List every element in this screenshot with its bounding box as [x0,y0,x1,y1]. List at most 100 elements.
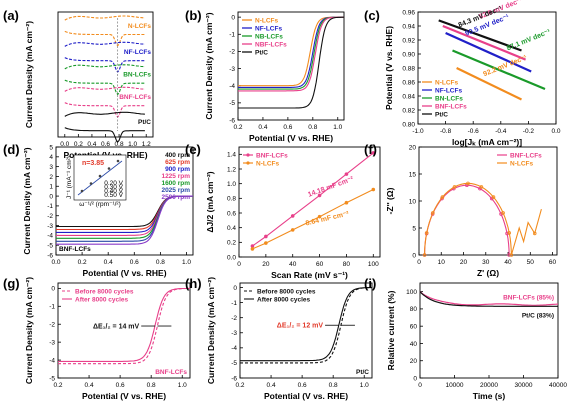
x-tick-label: 20 [262,261,270,268]
inset-point [107,167,111,170]
plot-frame [57,282,191,379]
x-tick-label: 0.0 [60,141,69,148]
x-tick-label: 1.0 [360,382,369,389]
y-tick-label: 100 [406,289,417,296]
y-tick-label: 0 [412,252,416,259]
series-label-bnf-lcfs: BNF-LCFs [119,94,151,101]
tafel-line [445,31,532,73]
cv-nf-lcfs-line [64,57,145,73]
before-cycles-line [58,287,190,365]
y-tick-label: 0.8 [227,196,236,203]
data-point [532,231,537,236]
y-tick-label: 0.0 [227,254,236,261]
x-tick-label: 0.8 [147,382,156,389]
y-tick-label: 20 [409,144,417,151]
y-axis-label: Current Density (mA cm⁻²) [24,277,34,384]
x-tick-label: 0.2 [74,141,83,148]
y-tick-label: -1 [47,203,53,210]
legend-label: Before 8000 cycles [257,288,316,295]
x-tick-label: 0 [418,382,422,389]
before-cycles-line [240,287,372,364]
y-tick-label: 0 [49,193,53,200]
x-axis-label: Potential (V vs. RHE) [264,391,348,401]
lsv-line-pt/c [238,16,344,109]
data-point [371,187,376,192]
cv-pt/c-line [64,111,145,117]
inset-legend-label: 0.20 V [104,180,123,187]
legend-label: BNF-LCFs [510,152,542,159]
y-tick-label: 10 [409,198,417,205]
y-tick-label: 0.92 [402,37,415,44]
y-tick-label: -2 [49,322,55,329]
data-point [317,214,322,219]
y-tick-label: -4 [229,83,235,90]
panel-a: (a)Potential (V vs. RHE)Current Density … [3,8,154,160]
y-tick-label: -2 [47,213,53,220]
x-tick-label: 30 [482,259,490,266]
x-tick-label: 0.0 [51,259,60,266]
x-tick-label: 60 [316,261,324,268]
x-tick-label: 0.2 [78,259,87,266]
rde-line [56,195,193,245]
data-point [290,228,295,232]
inset-legend-label: 0.30 V [104,184,123,191]
y-tick-label: 4 [49,154,53,161]
cv-bnf-lcfs-line [64,102,145,118]
data-point [479,185,484,189]
x-tick-label: 0.4 [258,124,267,131]
inset-point [80,189,84,193]
x-tick-label: 0.2 [233,124,242,131]
y-axis-label: -Z'' (Ω) [385,187,395,214]
y-axis-label: Current Density (mA cm⁻²) [206,277,216,384]
data-point [424,231,429,235]
y-tick-label: 1.4 [227,152,236,159]
x-tick-label: 40000 [549,382,567,389]
series-label-pt/c: Pt/C [138,119,151,126]
x-tick-label: 0.6 [283,124,292,131]
legend-label: BNF-LCFs [256,152,288,159]
panel-label: (a) [3,8,19,23]
x-tick-label: 0.6 [130,259,139,266]
data-point [371,151,376,155]
y-axis-label: Current Density (mA cm⁻²) [204,12,214,119]
panel-label: (g) [3,276,20,291]
y-tick-label: -1 [231,300,237,307]
y-tick-label: -2 [229,49,235,56]
cv-nf-lcfs-line [64,41,145,47]
y-tick-label: -6 [231,375,237,382]
lsv-line-n-lcfs [238,16,344,87]
x-tick-label: 0.8 [156,259,165,266]
legend-label: After 8000 cycles [257,296,311,303]
y-tick-label: -1 [49,304,55,311]
y-tick-label: 0 [413,375,417,382]
rpm-label: 2500 rpm [161,194,190,201]
plot-frame [238,146,381,258]
x-tick-label: 0.4 [87,141,96,148]
series-label: Pt/C (83%) [522,312,554,319]
y-tick-label: 0.86 [402,79,415,86]
panel-h: (h) Potential (V vs. RHE) Current Density … [185,276,373,401]
panel-e: (e) Scan Rate (mV s⁻¹) ΔJ/2 (mA cm⁻²) 0 20 40… [185,142,381,280]
rpm-label: 900 rpm [165,166,190,173]
legend-label: Pt/C [435,111,448,118]
x-axis-label: Potential (V vs. RHE) [249,133,333,143]
x-tick-label: 50 [527,259,535,266]
x-tick-label: 0 [417,259,421,266]
lsv-line-nbf-lcfs [238,16,344,92]
legend-label: BNF-LCFs [435,103,467,110]
data-point [344,172,349,176]
x-tick-label: 0.4 [85,382,94,389]
inset-legend-label: 0.50 V [104,192,123,199]
y-tick-label: 0.90 [402,51,415,58]
inset-point [116,159,120,163]
rpm-label: 400 rpm [165,152,190,159]
delta-e-label: ΔE₁/₂ = 12 mV [277,323,324,330]
data-point [264,234,268,239]
x-tick-label: 0.2 [53,382,62,389]
x-tick-label: 1.2 [142,141,151,148]
series-label-nf-lcfs: NF-LCFs [124,49,151,56]
nyquist-line [424,184,510,256]
inset-x-label: ω⁻¹/² (rpm⁻¹/²) [79,201,121,208]
data-point [507,231,512,235]
y-tick-label: 2 [49,174,53,181]
